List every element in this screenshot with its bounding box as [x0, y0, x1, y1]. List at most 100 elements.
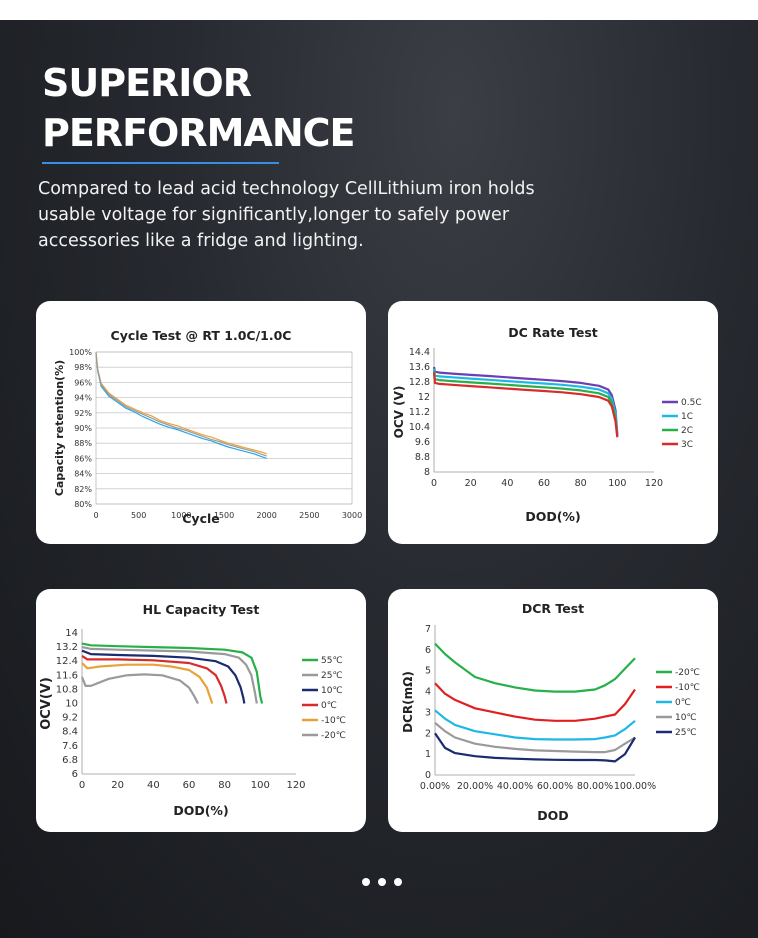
y-tick-label: 14	[65, 628, 78, 639]
x-tick-label: 2500	[299, 511, 319, 520]
y-tick-label: 14.4	[409, 347, 430, 358]
y-tick-label: 2	[425, 728, 431, 739]
dcr-test-chart: DCR Test 0 1 2 3 4 5 6 7 0.00% 20.00% 40.00% 60.00% 8…	[401, 601, 700, 823]
y-tick-label: 11.2	[409, 407, 430, 418]
x-tick-label: 0	[93, 511, 98, 520]
y-tick-label: 8	[424, 467, 430, 478]
x-axis-label: DOD(%)	[173, 803, 228, 818]
y-tick-label: 98%	[74, 363, 92, 372]
plot-frame	[95, 351, 353, 505]
x-tick-label: 40.00%	[497, 781, 533, 792]
legend-label: 10℃	[321, 686, 343, 696]
dc-rate-test-card: DC Rate Test 8 8.8 9.6 10.4 11.2 12 12.8 13.6 14.…	[388, 301, 718, 544]
pagination-dot[interactable]	[394, 878, 402, 886]
y-tick-label: 82%	[74, 485, 92, 494]
y-tick-label: 5	[425, 666, 431, 677]
x-tick-label: 60	[183, 780, 196, 791]
pagination-dots[interactable]	[360, 878, 408, 888]
series-line	[432, 372, 619, 438]
y-tick-label: 6	[72, 769, 78, 780]
y-tick-label: 9.2	[62, 713, 78, 724]
y-tick-label: 11.6	[56, 670, 78, 681]
x-tick-label: 3000	[342, 511, 362, 520]
hl-capacity-test-card: HL Capacity Test 6 6.8 7.6 8.4 9.2 10 10.8 11.6 1…	[36, 589, 366, 832]
pagination-dot[interactable]	[378, 878, 386, 886]
dc-rate-test-chart: DC Rate Test 8 8.8 9.6 10.4 11.2 12 12.8 13.6 14.…	[392, 325, 702, 524]
cycle-test-card: Cycle Test @ RT 1.0C/1.0C 80% 82% 84% 86% 88%…	[36, 301, 366, 544]
legend-label: 0℃	[675, 698, 691, 708]
chart-title: Cycle Test @ RT 1.0C/1.0C	[111, 328, 292, 343]
x-tick-label: 2000	[256, 511, 276, 520]
y-tick-label: 92%	[74, 409, 92, 418]
x-tick-label: 500	[131, 511, 146, 520]
series-line	[434, 732, 636, 763]
y-tick-label: 1	[425, 749, 431, 760]
legend-label: 3C	[681, 440, 693, 450]
x-tick-label: 1000	[171, 511, 191, 520]
y-tick-label: 7	[425, 624, 431, 635]
y-tick-label: 86%	[74, 454, 92, 463]
x-tick-label: 80.00%	[577, 781, 613, 792]
legend-label: 10℃	[675, 713, 697, 723]
legend-label: -10℃	[675, 683, 700, 693]
top-strip	[0, 0, 758, 20]
series-line	[434, 722, 636, 754]
legend-label: 55℃	[321, 656, 343, 666]
y-tick-label: 80%	[74, 500, 92, 509]
x-tick-label: 100	[608, 478, 626, 489]
legend-label: 0.5C	[681, 398, 702, 408]
y-tick-label: 6	[425, 645, 431, 656]
chart-title: DCR Test	[522, 601, 584, 616]
x-tick-label: 100.00%	[614, 781, 656, 792]
pagination-dot[interactable]	[362, 878, 370, 886]
y-tick-label: 12.8	[409, 377, 430, 388]
y-axis-label: DCR(mΩ)	[401, 671, 415, 733]
legend-label: -20℃	[675, 668, 700, 678]
y-tick-label: 3	[425, 707, 431, 718]
cycle-test-chart: Cycle Test @ RT 1.0C/1.0C 80% 82% 84% 86% 88%…	[53, 328, 362, 526]
y-tick-label: 12.4	[56, 656, 78, 667]
series-line	[81, 654, 228, 704]
series-line	[434, 642, 636, 693]
dcr-test-card: DCR Test 0 1 2 3 4 5 6 7 0.00% 20.00% 40.00% 60.00% 8…	[388, 589, 718, 832]
y-tick-label: 4	[425, 687, 431, 698]
y-tick-label: 0	[425, 770, 431, 781]
y-tick-label: 10	[65, 699, 78, 710]
series-line	[81, 646, 258, 704]
x-tick-label: 100	[251, 780, 270, 791]
title-line-2: PERFORMANCE	[42, 111, 355, 155]
y-tick-label: 94%	[74, 394, 92, 403]
y-tick-label: 12	[418, 392, 430, 403]
page-title: SUPERIOR PERFORMANCE	[42, 58, 355, 158]
series-line	[95, 351, 267, 455]
x-tick-label: 0	[79, 780, 85, 791]
x-tick-label: 20	[111, 780, 124, 791]
x-tick-label: 120	[286, 780, 305, 791]
title-underline	[42, 162, 279, 164]
y-tick-label: 13.6	[409, 362, 430, 373]
x-axis-label: DOD	[537, 808, 568, 823]
series-line	[434, 709, 636, 741]
series-line	[95, 351, 267, 459]
legend-label: 25℃	[675, 728, 697, 738]
x-tick-label: 20	[465, 478, 477, 489]
y-tick-label: 88%	[74, 439, 92, 448]
legend-label: 2C	[681, 426, 693, 436]
series-line	[81, 642, 264, 704]
y-axis-label: OCV (V)	[392, 386, 406, 439]
series-line	[434, 682, 636, 722]
legend-label: -20℃	[321, 731, 346, 741]
y-tick-label: 8.4	[62, 727, 78, 738]
y-tick-label: 84%	[74, 470, 92, 479]
x-axis-label: DOD(%)	[525, 509, 580, 524]
y-tick-label: 90%	[74, 424, 92, 433]
x-tick-label: 120	[645, 478, 663, 489]
y-tick-label: 6.8	[62, 755, 78, 766]
chart-title: HL Capacity Test	[143, 602, 260, 617]
y-tick-label: 100%	[69, 348, 92, 357]
page-description: Compared to lead acid technology CellLit…	[38, 179, 535, 251]
x-tick-label: 80	[575, 478, 587, 489]
series-line	[81, 662, 214, 704]
x-tick-label: 60	[538, 478, 550, 489]
series-line	[80, 673, 199, 704]
